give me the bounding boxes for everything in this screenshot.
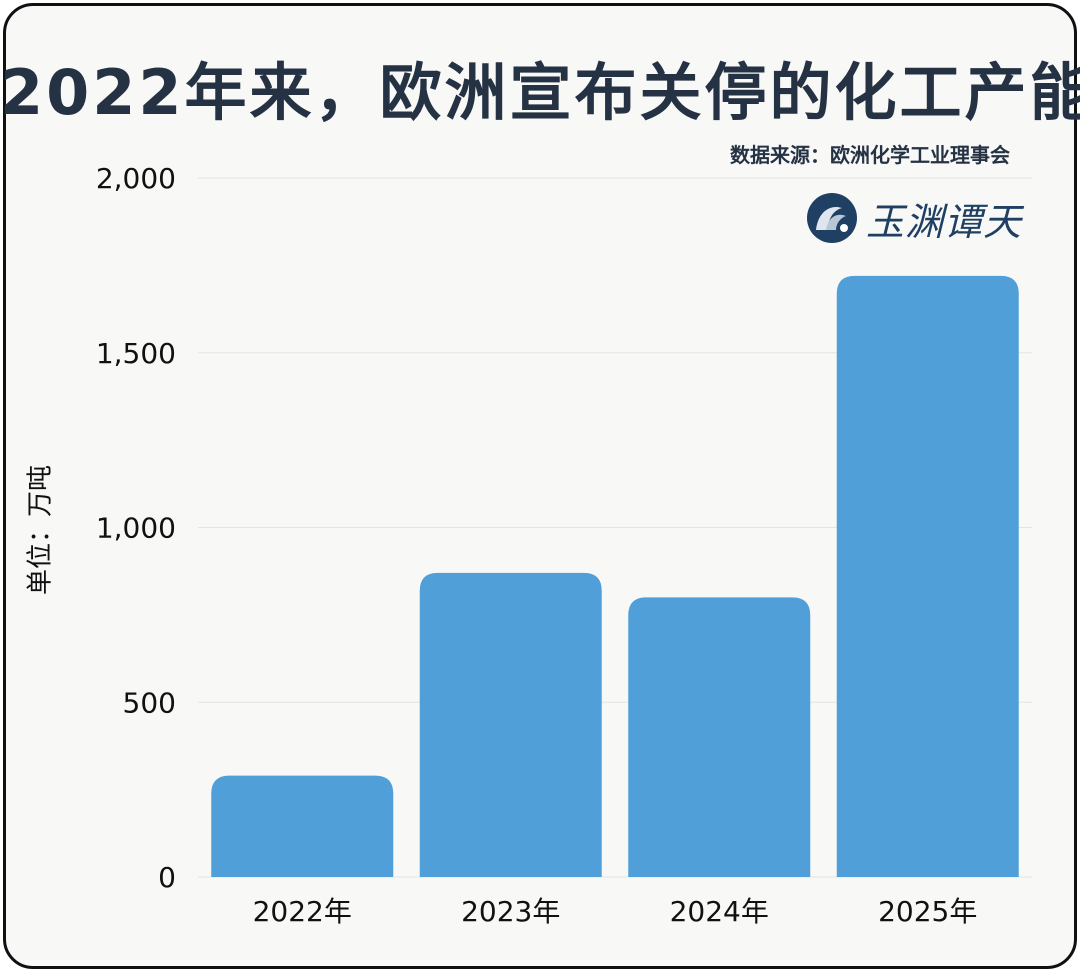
bars — [211, 275, 1019, 877]
bar — [628, 597, 811, 877]
y-tick-labels: 0 500 1,000 1,500 2,000 — [96, 162, 176, 894]
y-tick-label: 0 — [158, 861, 176, 894]
y-tick-label: 500 — [123, 686, 176, 719]
chart-title: 2022年来，欧洲宣布关停的化工产能 — [0, 56, 1080, 129]
brand-logo: 玉渊谭天 — [806, 192, 1022, 244]
y-tick-label: 1,500 — [96, 337, 176, 370]
x-tick-label: 2025年 — [878, 895, 977, 928]
bar — [211, 775, 394, 877]
logo-text: 玉渊谭天 — [866, 199, 1023, 244]
bar — [836, 275, 1019, 877]
x-tick-label: 2022年 — [253, 895, 352, 928]
y-tick-label: 1,000 — [96, 512, 176, 545]
bar — [419, 572, 602, 877]
x-tick-label: 2023年 — [461, 895, 560, 928]
y-tick-label: 2,000 — [96, 162, 176, 195]
x-tick-label: 2024年 — [670, 895, 769, 928]
x-tick-labels: 2022年 2023年 2024年 2025年 — [253, 895, 978, 928]
logo-emblem-icon — [807, 193, 857, 243]
data-source: 数据来源：欧洲化学工业理事会 — [730, 143, 1010, 167]
